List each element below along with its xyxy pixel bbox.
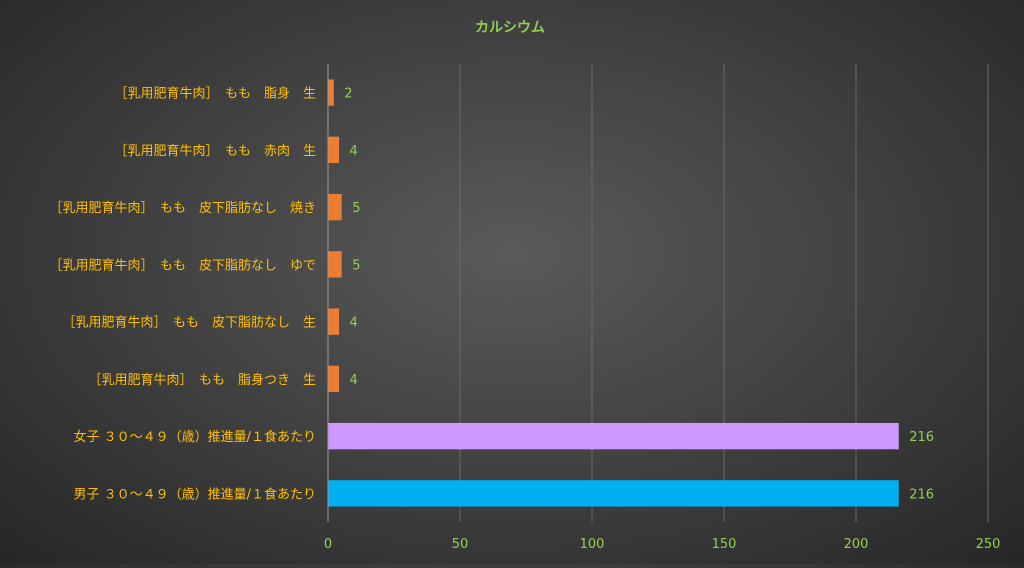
chart-title: カルシウム <box>475 20 545 36</box>
category-label: ［乳用肥育牛肉］ もも 皮下脂肪なし 生 <box>62 315 316 331</box>
bar <box>328 79 334 106</box>
x-tick-label: 200 <box>844 537 869 552</box>
bar <box>328 480 899 507</box>
bar <box>328 136 340 164</box>
category-label: ［乳用肥育牛肉］ もも 脂身つき 生 <box>88 372 316 388</box>
category-label: 男子 ３０～４９（歳）推進量/１食あたり <box>73 486 316 502</box>
x-tick-label: 50 <box>452 537 469 552</box>
category-label: ［乳用肥育牛肉］ もも 脂身 生 <box>114 86 316 102</box>
x-tick-label: 100 <box>580 537 605 552</box>
bar <box>328 365 340 393</box>
x-tick-label: 250 <box>976 537 1001 552</box>
data-label: 4 <box>350 316 358 331</box>
data-label: 4 <box>350 144 358 159</box>
bar <box>328 422 899 450</box>
x-tick-label: 0 <box>324 537 332 552</box>
x-tick-label: 150 <box>712 537 737 552</box>
bar <box>328 251 342 278</box>
bars-layer <box>328 79 899 507</box>
data-label: 4 <box>350 373 358 388</box>
bar <box>328 193 342 221</box>
data-label: 5 <box>352 201 360 216</box>
category-label: ［乳用肥育牛肉］ もも 皮下脂肪なし 焼き <box>49 200 316 216</box>
bar <box>328 308 340 335</box>
data-label: 216 <box>909 430 934 445</box>
grid-layer <box>327 64 989 522</box>
data-label: 216 <box>909 487 934 502</box>
data-label: 2 <box>344 87 352 102</box>
labels-layer: 0 50 100 150 200 250 ［乳用肥育牛肉］ もも 脂身 生 2 ［乳用肥育牛肉］… <box>49 86 1000 552</box>
category-label: ［乳用肥育牛肉］ もも 皮下脂肪なし ゆで <box>49 257 316 273</box>
data-label: 5 <box>352 258 360 273</box>
category-label: 女子 ３０～４９（歳）推進量/１食あたり <box>73 429 316 445</box>
category-label: ［乳用肥育牛肉］ もも 赤肉 生 <box>114 143 316 159</box>
